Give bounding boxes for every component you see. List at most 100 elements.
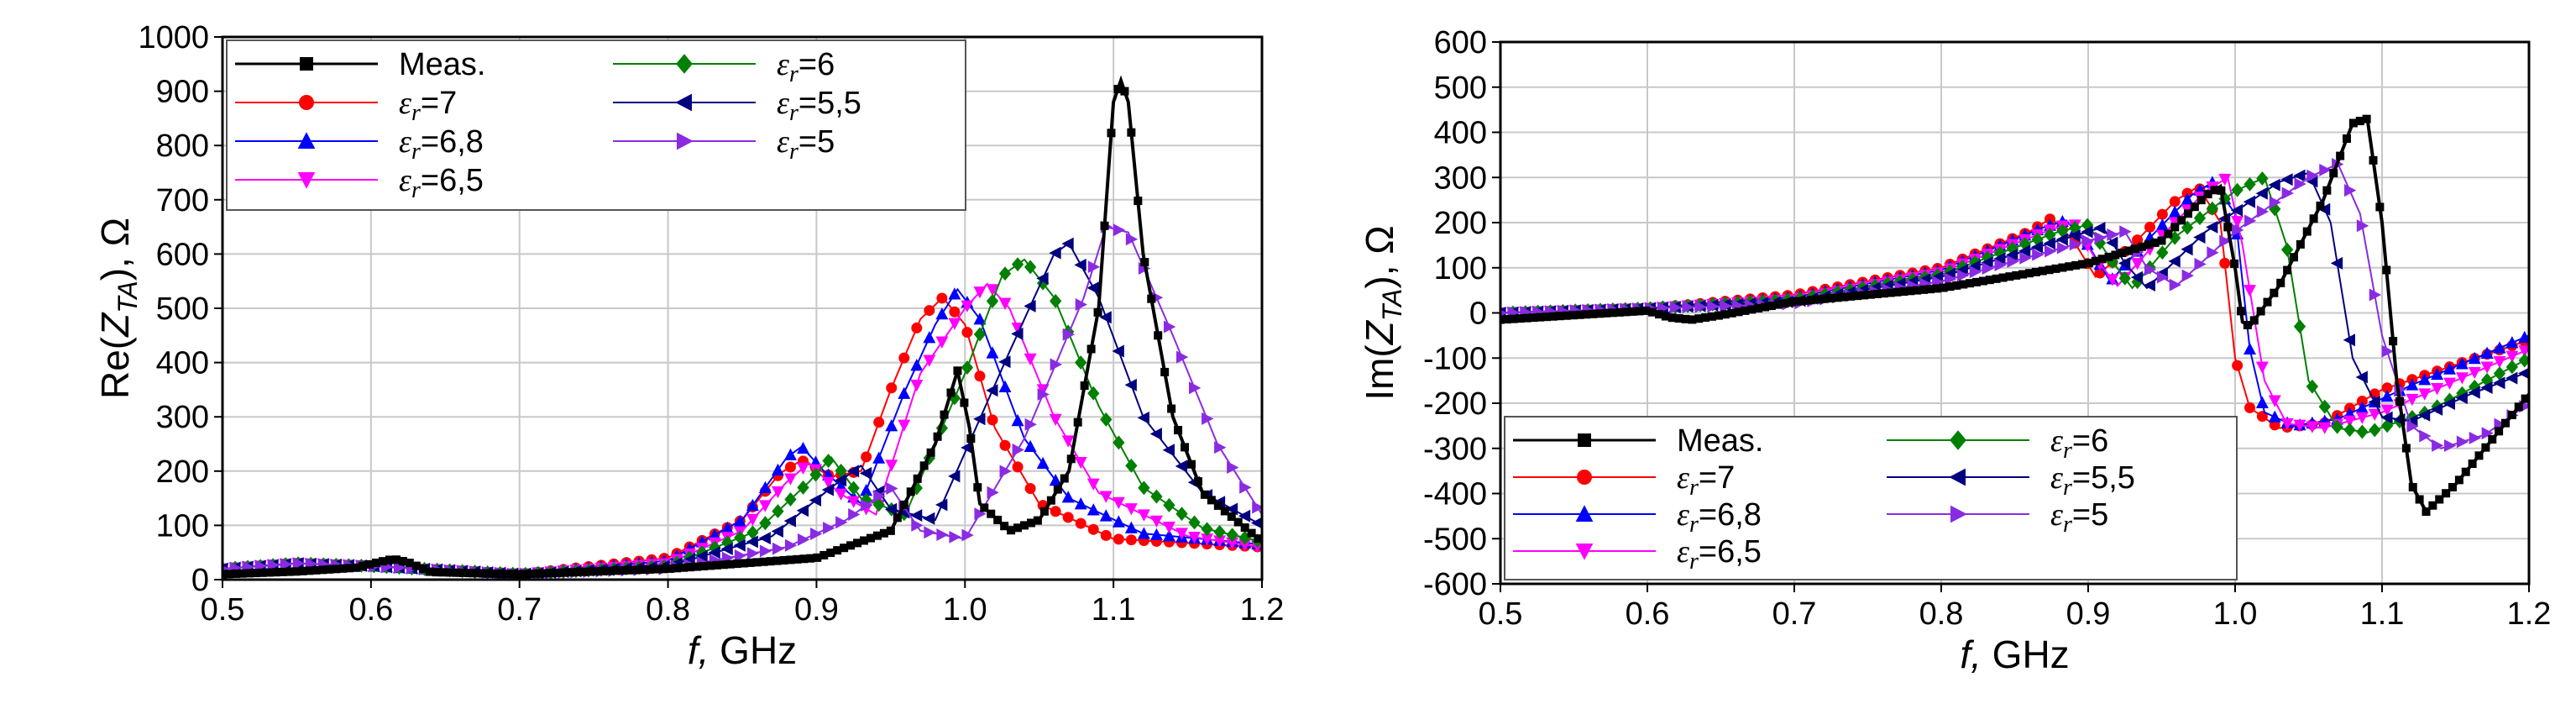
data-point	[823, 522, 835, 535]
data-point	[1220, 507, 1229, 516]
data-point	[1575, 310, 1584, 319]
data-point	[352, 563, 361, 572]
data-point	[923, 512, 935, 525]
data-point	[1162, 522, 1175, 534]
data-point	[2268, 178, 2280, 192]
data-point	[2493, 341, 2506, 354]
x-tick-label: 1.0	[2213, 596, 2258, 632]
data-point	[332, 565, 341, 574]
data-point	[961, 300, 974, 312]
data-point	[1107, 129, 1116, 138]
data-point	[1793, 297, 1803, 306]
data-point	[1149, 528, 1163, 541]
data-point	[1086, 478, 1100, 491]
data-point	[2255, 186, 2268, 200]
data-point	[793, 554, 802, 564]
data-point	[2408, 482, 2417, 491]
data-point	[1012, 444, 1024, 456]
data-point	[292, 557, 305, 570]
data-point	[1945, 282, 1955, 291]
data-point	[2389, 337, 2398, 346]
legend-entry: Meas.	[1513, 423, 1763, 459]
data-point	[2268, 410, 2281, 423]
data-point	[758, 481, 772, 494]
data-point	[860, 483, 873, 496]
data-point	[1175, 350, 1189, 364]
data-point	[2193, 230, 2206, 244]
data-point	[960, 398, 969, 407]
data-point	[1787, 297, 1796, 307]
data-point	[231, 569, 240, 578]
data-point	[779, 556, 788, 565]
data-point	[318, 565, 327, 575]
data-point	[2169, 278, 2182, 291]
data-point	[452, 568, 461, 577]
data-point	[2336, 151, 2345, 160]
data-point	[2206, 220, 2218, 234]
data-point	[2181, 192, 2194, 205]
data-point	[1860, 291, 1869, 300]
data-point	[949, 530, 961, 544]
data-point	[2244, 285, 2256, 297]
legend-box	[1504, 416, 2238, 580]
data-point	[2468, 460, 2477, 469]
data-point	[1100, 412, 1113, 427]
data-point	[2461, 467, 2470, 476]
data-point	[799, 554, 809, 564]
y-tick-label: 200	[1434, 206, 1487, 241]
data-point	[2395, 397, 2404, 406]
data-point	[784, 492, 797, 507]
axes-frame	[1499, 40, 2531, 586]
data-point	[1661, 312, 1670, 321]
data-point	[2118, 256, 2131, 270]
data-point	[2514, 402, 2523, 412]
data-point	[1899, 287, 1908, 297]
x-tick-label: 0.9	[794, 592, 839, 628]
data-point	[2256, 171, 2269, 186]
data-point	[2493, 356, 2506, 369]
data-point	[2056, 223, 2069, 239]
data-point	[2381, 344, 2394, 358]
x-axis-title: f, GHz	[1960, 633, 2069, 676]
data-point	[2144, 221, 2155, 233]
data-point	[2118, 270, 2131, 286]
data-point	[2150, 238, 2160, 247]
data-point	[1174, 426, 1183, 435]
data-point	[1720, 310, 1730, 319]
x-tick-label: 0.7	[1772, 596, 1817, 632]
legend-label: εr=6,8	[399, 124, 484, 165]
legend-marker	[1575, 544, 1594, 560]
data-point	[835, 479, 848, 492]
x-tick-label: 0.8	[646, 592, 690, 628]
data-point	[2168, 255, 2181, 268]
y-tick-label: 600	[1434, 25, 1487, 60]
data-point	[936, 528, 949, 542]
data-point	[848, 508, 861, 521]
y-tick-label: -400	[1423, 477, 1487, 512]
data-point	[953, 366, 962, 376]
data-point	[973, 483, 982, 492]
data-point	[2293, 319, 2306, 334]
data-point	[699, 561, 709, 570]
data-point	[1913, 286, 1922, 295]
data-point	[1502, 315, 1511, 324]
data-point	[2329, 169, 2338, 178]
data-point	[2369, 288, 2382, 302]
data-point	[835, 516, 848, 529]
data-point	[898, 352, 910, 364]
data-point	[2430, 402, 2443, 416]
data-point	[244, 569, 254, 578]
data-point	[987, 486, 999, 499]
data-point	[2507, 410, 2516, 419]
data-point	[526, 570, 535, 579]
data-point	[2156, 245, 2169, 260]
data-point	[2296, 239, 2305, 249]
data-point	[1952, 281, 1961, 290]
data-point	[2455, 372, 2469, 385]
data-point	[673, 564, 682, 573]
data-point	[2454, 475, 2463, 485]
data-point	[725, 559, 735, 569]
data-point	[1226, 528, 1238, 543]
legend-marker	[1950, 505, 1967, 523]
data-point	[2268, 395, 2281, 407]
